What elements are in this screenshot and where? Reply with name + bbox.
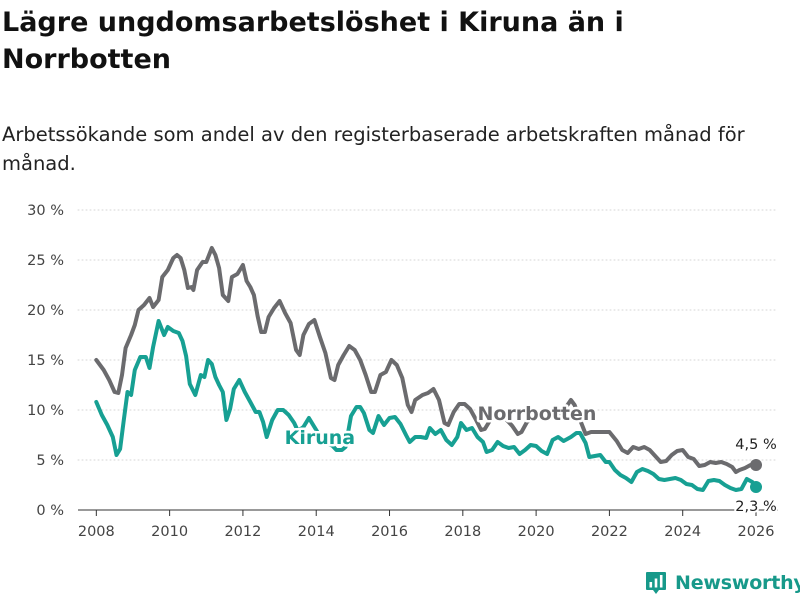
y-tick-label: 0 % [36, 503, 64, 519]
series-label-norrbotten: Norrbotten [477, 403, 596, 425]
y-tick-label: 15 % [27, 353, 64, 369]
y-tick-label: 25 % [27, 253, 64, 269]
x-tick-label: 2016 [371, 524, 408, 540]
x-axis: 2008 2010 2012 2014 2016 2018 2020 2022 2024 2026 [78, 509, 778, 540]
y-axis-ticks: 0 % 5 % 10 % 15 % 20 % 25 % 30 % [27, 203, 64, 519]
brand-name: Newsworthy [675, 572, 800, 594]
x-tick-label: 2010 [151, 524, 188, 540]
chart-title: Lägre ungdomsarbetslöshet i Kiruna än i … [2, 7, 624, 75]
y-tick-label: 10 % [27, 403, 64, 419]
x-tick-label: 2024 [664, 524, 701, 540]
brand-logo: Newsworthy [645, 568, 800, 598]
x-tick-label: 2012 [224, 524, 261, 540]
series-line-kiruna [94, 319, 758, 492]
series-label-kiruna: Kiruna [285, 427, 355, 449]
y-tick-label: 20 % [27, 303, 64, 319]
newsworthy-bars-icon [646, 572, 666, 594]
x-tick-label: 2008 [78, 524, 115, 540]
end-value-label-kiruna: 2,3 % [735, 499, 776, 515]
x-tick-label: 2022 [591, 524, 628, 540]
chart-subtitle: Arbetssökande som andel av den registerb… [2, 123, 745, 175]
series-line-norrbotten [94, 246, 758, 474]
x-tick-label: 2018 [444, 524, 481, 540]
x-tick-label: 2026 [738, 524, 775, 540]
end-point-norrbotten [750, 459, 763, 471]
grid-lines [77, 209, 779, 461]
series-lines [94, 246, 763, 493]
end-value-label-norrbotten: 4,5 % [735, 437, 776, 453]
y-tick-label: 30 % [27, 203, 64, 219]
y-tick-label: 5 % [36, 453, 64, 469]
end-point-kiruna [750, 481, 763, 493]
annotations: Norrbotten Kiruna 4,5 % 2,3 % [282, 401, 779, 518]
x-tick-label: 2014 [298, 524, 335, 540]
x-tick-label: 2020 [518, 524, 555, 540]
